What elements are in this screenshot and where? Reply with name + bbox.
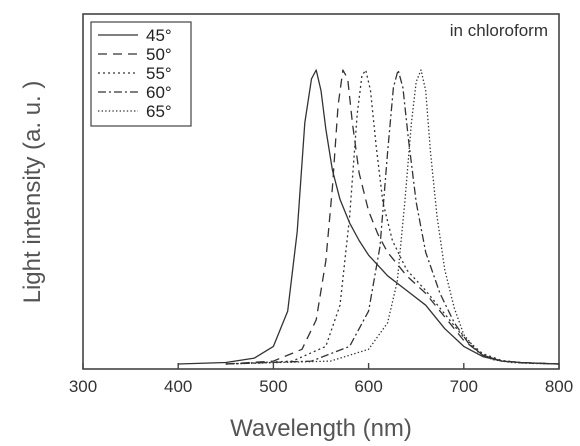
x-tick-label: 500 — [259, 377, 287, 396]
series-line-0 — [178, 69, 560, 365]
legend-label-0: 45° — [146, 26, 172, 45]
x-tick-label: 700 — [450, 377, 478, 396]
y-axis-title: Light intensity (a. u. ) — [19, 81, 46, 304]
x-axis-title: Wavelength (nm) — [230, 415, 412, 442]
legend-label-2: 55° — [146, 64, 172, 83]
legend-label-4: 65° — [146, 102, 172, 121]
x-tick-label: 400 — [164, 377, 192, 396]
x-tick-label: 600 — [354, 377, 382, 396]
series-line-4 — [225, 69, 560, 365]
legend: 45°50°55°60°65° — [90, 21, 192, 127]
series-line-2 — [225, 69, 560, 365]
x-tick-label: 300 — [69, 377, 97, 396]
legend-label-3: 60° — [146, 83, 172, 102]
annotation-text: in chloroform — [450, 21, 548, 40]
x-tick-label: 800 — [545, 377, 573, 396]
x-tick-labels: 300 400 500 600 700 800 — [69, 377, 573, 396]
series-line-3 — [225, 69, 560, 365]
legend-label-1: 50° — [146, 45, 172, 64]
plot-frame — [82, 13, 560, 370]
series-lines — [178, 69, 560, 365]
series-line-1 — [225, 69, 560, 365]
x-ticks — [82, 363, 560, 369]
legend-box — [90, 21, 192, 127]
